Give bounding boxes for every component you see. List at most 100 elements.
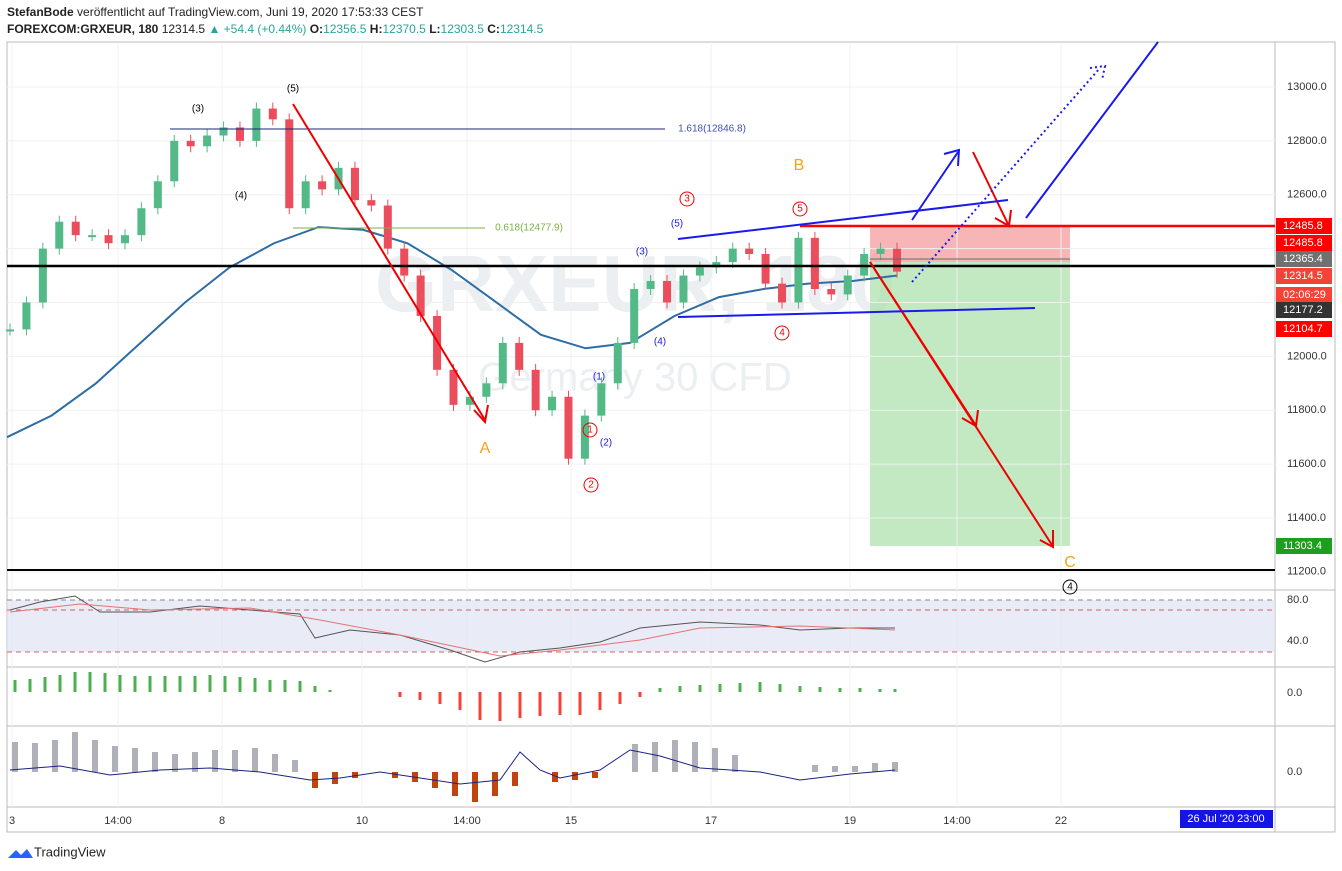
moving-average <box>6 226 898 439</box>
candle <box>778 283 787 303</box>
osc-line <box>9 749 896 785</box>
rsi-line <box>9 595 895 663</box>
channel <box>677 307 1036 318</box>
candle <box>367 200 376 206</box>
candle <box>219 127 228 136</box>
annotation: 0.618(12477.9) <box>495 223 563 234</box>
symbol-line: FOREXCOM:GRXEUR, 180 12314.5 ▲ +54.4 (+0… <box>7 22 543 36</box>
candle <box>876 248 885 255</box>
frame <box>6 41 1336 833</box>
annotation: (5) <box>671 219 683 230</box>
candle <box>531 369 540 411</box>
candle <box>465 396 474 405</box>
arrow <box>911 64 1107 283</box>
annotation-circle <box>679 191 695 207</box>
candle <box>449 369 458 405</box>
price-tag-label: 12485.8 <box>1283 237 1323 249</box>
o: 12356.5 <box>323 22 367 36</box>
candle <box>827 289 836 295</box>
price-tag-label: 12314.5 <box>1283 270 1323 282</box>
candle <box>482 383 491 397</box>
candle <box>22 302 31 330</box>
annotation: 4 <box>779 328 785 339</box>
x-tick-label: 14:00 <box>943 815 971 827</box>
candle <box>646 280 655 290</box>
annotation: (1) <box>593 372 605 383</box>
y-tick-label: 12000.0 <box>1287 350 1327 362</box>
candle <box>318 181 327 190</box>
candle <box>170 140 179 182</box>
macd-hist-down <box>398 692 642 721</box>
annotation: 5 <box>797 204 803 215</box>
o-label: O: <box>309 22 324 36</box>
brand: TradingView <box>34 844 106 859</box>
candle <box>498 342 507 384</box>
candle <box>400 248 409 276</box>
x-tick-label: 14:00 <box>104 815 132 827</box>
price-tag <box>1276 218 1332 234</box>
candle <box>235 127 244 141</box>
channel <box>677 199 1009 240</box>
candle <box>268 108 277 120</box>
candle <box>695 267 704 276</box>
candle <box>301 181 310 209</box>
annotation: B <box>794 157 805 174</box>
candle <box>761 254 770 284</box>
price-tag <box>1276 251 1332 267</box>
header-line: StefanBode veröffentlicht auf TradingVie… <box>7 5 423 19</box>
x-tick-label: 3 <box>9 815 15 827</box>
annotation: 4 <box>1067 582 1073 593</box>
symbol: FOREXCOM:GRXEUR, 180 <box>7 22 159 36</box>
annotation: 1.618(12846.8) <box>678 124 746 135</box>
annotation: 1 <box>587 425 593 436</box>
x-tick-label: 19 <box>844 815 856 827</box>
candle <box>613 342 622 384</box>
price-tag <box>1276 235 1332 251</box>
candle <box>597 383 606 416</box>
price-tag <box>1276 538 1332 554</box>
annotation: (3) <box>192 104 204 115</box>
h-label: H: <box>369 22 383 36</box>
author: StefanBode <box>7 5 74 19</box>
c: 12314.5 <box>499 22 544 36</box>
stop-zone <box>870 226 1070 262</box>
candle <box>663 280 672 303</box>
candle <box>186 140 195 147</box>
cursor-date: 26 Jul '20 23:00 <box>1187 813 1264 825</box>
candle <box>794 237 803 303</box>
candle <box>153 181 162 209</box>
l: 12303.5 <box>440 22 484 36</box>
h: 12370.5 <box>382 22 426 36</box>
price-tag-label: 12177.2 <box>1283 304 1323 316</box>
arrow <box>869 261 979 428</box>
annotation: A <box>480 440 491 457</box>
candle <box>515 342 524 370</box>
price-tag-label: 11303.4 <box>1283 540 1322 552</box>
macd-hist-up <box>13 672 897 692</box>
candle <box>120 235 129 244</box>
watermark-sub: Germany 30 CFD <box>478 356 791 400</box>
y-tick-label: 13000.0 <box>1287 81 1327 93</box>
l-label: L: <box>429 22 441 36</box>
y-tick-label: 11800.0 <box>1287 404 1326 416</box>
candle <box>383 205 392 249</box>
y-tick-label: 12600.0 <box>1287 189 1327 201</box>
candle <box>55 221 64 249</box>
annotation: (2) <box>600 438 612 449</box>
blue-lines <box>677 41 1159 318</box>
arrow <box>972 151 1012 228</box>
c-label: C: <box>487 22 500 36</box>
osc-tick: 0.0 <box>1287 766 1302 778</box>
x-tick-label: 10 <box>356 815 368 827</box>
price-tag-label: 02:06:29 <box>1283 289 1326 301</box>
candle <box>88 235 97 238</box>
annotation: C <box>1064 554 1076 571</box>
annotation: 3 <box>684 194 690 205</box>
candle <box>350 167 359 201</box>
y-tick-label: 11600.0 <box>1287 458 1326 470</box>
annotation: (5) <box>287 84 299 95</box>
y-tick-label: 11200.0 <box>1287 566 1326 578</box>
candle <box>843 275 852 295</box>
price-tag-label: 12485.8 <box>1283 220 1323 232</box>
